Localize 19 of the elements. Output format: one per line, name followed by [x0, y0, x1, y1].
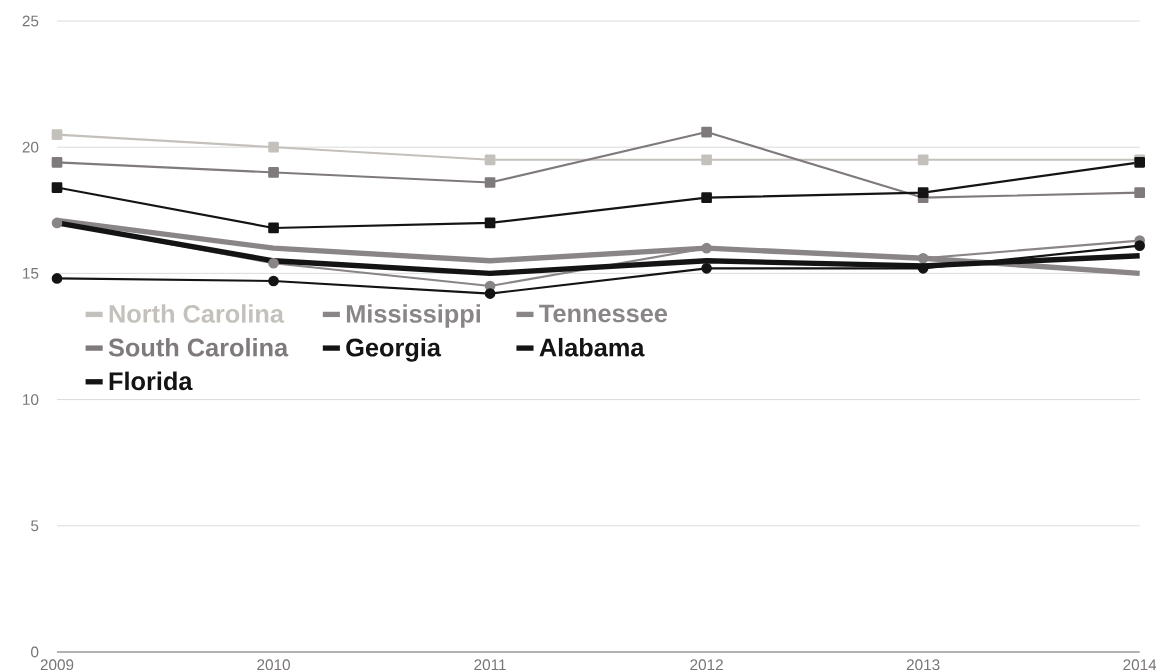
x-tick-label: 2014 [1123, 659, 1157, 670]
legend-label: Georgia [346, 337, 442, 362]
y-tick-label: 25 [22, 15, 39, 27]
x-tick-label: 2011 [474, 659, 506, 670]
legend-label: Mississippi [346, 304, 480, 328]
legend-label: Tennessee [539, 304, 668, 323]
legend-label: Alabama [539, 337, 645, 357]
legend-label: Florida [109, 371, 193, 391]
y-tick-label: 0 [31, 646, 39, 658]
x-tick-label: 2009 [40, 659, 74, 670]
x-tick-label: 2013 [906, 659, 940, 670]
x-tick-label: 2010 [257, 659, 290, 670]
y-tick-label: 20 [22, 141, 39, 153]
legend-label: South Carolina [108, 337, 289, 357]
x-tick-label: 2012 [690, 659, 723, 670]
y-tick-label: 10 [23, 394, 39, 406]
y-tick-label: 5 [31, 520, 39, 532]
legend-label: North Carolina [109, 304, 285, 323]
y-tick-label: 15 [23, 268, 39, 279]
